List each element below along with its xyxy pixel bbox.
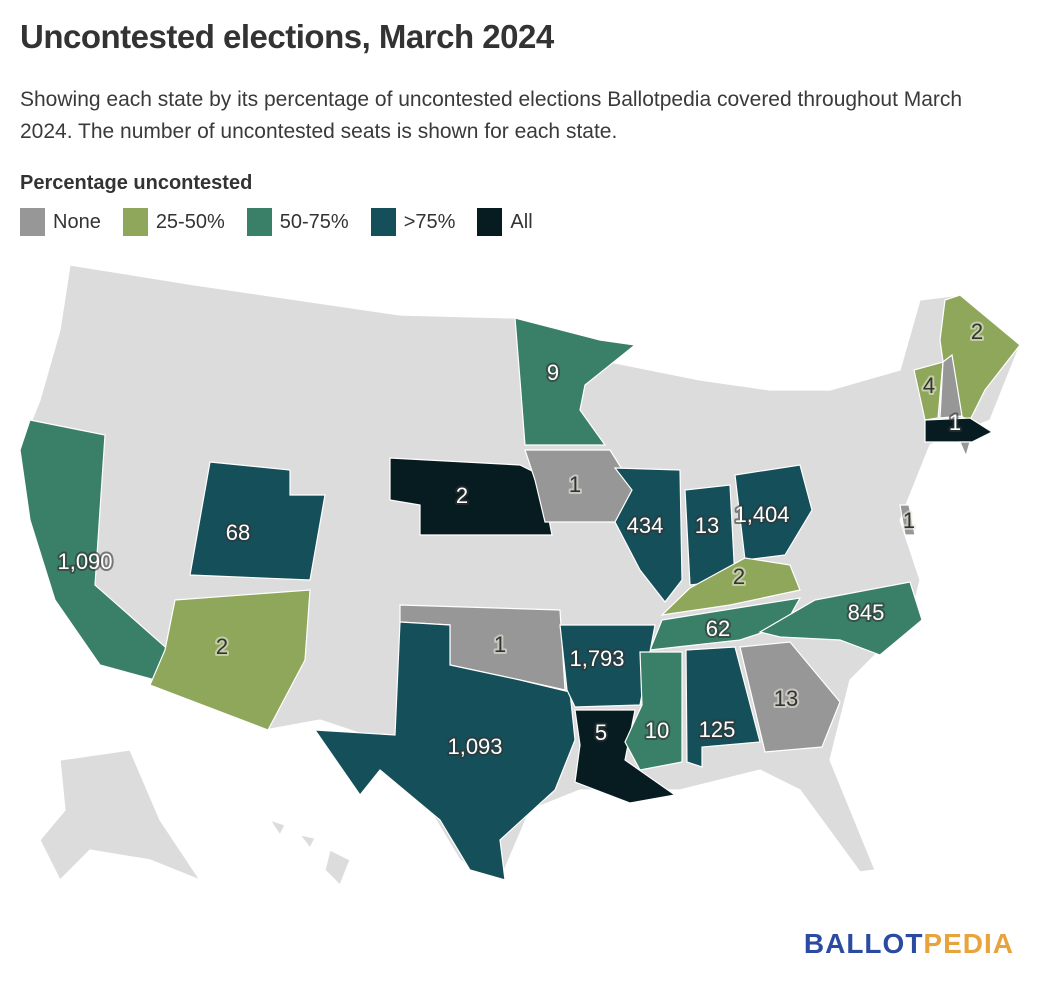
logo-part2: PEDIA xyxy=(923,928,1014,959)
legend-swatch xyxy=(122,208,148,236)
seat-label-nc: 845 xyxy=(848,600,885,625)
seat-label-ga: 13 xyxy=(774,686,798,711)
state-nh xyxy=(939,353,963,419)
legend: None 25-50% 50-75% >75% All xyxy=(20,208,533,236)
state-ca xyxy=(19,419,181,681)
seat-label-me: 2 xyxy=(971,319,983,344)
seat-label-ar: 1,793 xyxy=(569,646,624,671)
legend-label: All xyxy=(510,210,533,233)
state-tx xyxy=(313,621,576,881)
state-al xyxy=(685,646,761,768)
alaska xyxy=(39,749,202,882)
seat-label-vt: 4 xyxy=(923,373,935,398)
legend-label: 25-50% xyxy=(155,210,225,233)
seat-label-la: 5 xyxy=(595,720,607,745)
legend-label: 50-75% xyxy=(279,210,349,233)
hawaii-island xyxy=(268,818,286,837)
state-ut xyxy=(189,461,326,581)
seat-label-mn: 9 xyxy=(547,360,559,385)
seat-label-il: 434 xyxy=(627,513,664,538)
hawaii-island xyxy=(324,849,351,887)
state-il xyxy=(613,467,683,603)
seat-label-tx: 1,093 xyxy=(447,734,502,759)
seat-label-ok: 1 xyxy=(494,632,506,657)
seat-label-az: 2 xyxy=(216,634,228,659)
state-ga xyxy=(739,641,841,753)
legend-title: Percentage uncontested xyxy=(20,172,253,194)
seat-label-in: 13 xyxy=(695,513,719,538)
ballotpedia-logo: BALLOTPEDIA xyxy=(804,928,1014,960)
legend-item-q2: 25-50% xyxy=(122,208,225,236)
seat-label-de: 1 xyxy=(903,508,915,533)
legend-swatch xyxy=(246,208,272,236)
seat-label-ia: 1 xyxy=(569,472,581,497)
chart-title: Uncontested elections, March 2024 xyxy=(20,18,554,55)
seat-label-ms: 10 xyxy=(645,718,669,743)
legend-swatch xyxy=(20,208,45,236)
state-ne xyxy=(389,457,553,536)
state-az xyxy=(149,589,311,731)
state-ar xyxy=(559,624,656,708)
logo-part1: BALLOT xyxy=(803,928,924,959)
legend-label: None xyxy=(53,210,101,233)
state-oh xyxy=(734,464,813,561)
seat-label-al: 125 xyxy=(699,717,736,742)
state-ky xyxy=(660,557,801,616)
state-nc xyxy=(758,581,923,656)
legend-item-none: None xyxy=(20,208,101,236)
seat-label-tn: 62 xyxy=(706,616,730,641)
legend-item-q4: >75% xyxy=(370,208,456,236)
state-mn xyxy=(514,317,637,446)
state-vt xyxy=(913,361,944,421)
state-me xyxy=(939,294,1021,421)
state-ri xyxy=(959,441,971,458)
state-de xyxy=(899,504,916,536)
chart-subtitle: Showing each state by its percentage of … xyxy=(20,88,963,143)
seat-label-ca: 1,090 xyxy=(57,549,112,574)
legend-item-all: All xyxy=(477,208,533,236)
seat-label-ne: 2 xyxy=(456,483,468,508)
state-ma xyxy=(924,417,994,443)
seat-label-ma: 1 xyxy=(949,410,961,435)
legend-swatch xyxy=(370,208,396,236)
state-ms xyxy=(624,651,683,771)
seat-label-oh: 1,404 xyxy=(734,502,789,527)
legend-swatch xyxy=(477,208,503,236)
seat-label-ky: 2 xyxy=(733,564,745,589)
seat-label-ut: 68 xyxy=(226,520,250,545)
hawaii-island xyxy=(298,834,316,850)
state-la xyxy=(574,709,677,804)
legend-item-q3: 50-75% xyxy=(246,208,349,236)
legend-label: >75% xyxy=(403,210,456,233)
